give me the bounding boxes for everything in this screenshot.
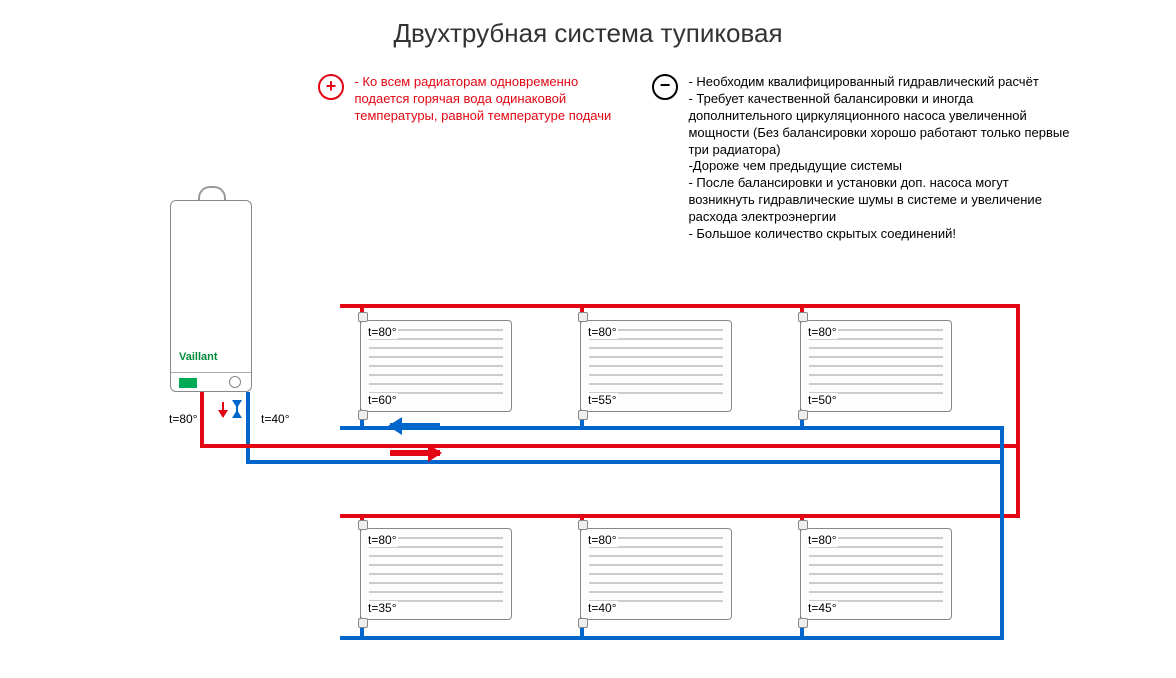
rad-temp-out: t=60°: [367, 393, 398, 407]
valve-icon: [578, 520, 588, 530]
pipe-hot: [1016, 444, 1020, 516]
minus-icon: −: [652, 74, 678, 100]
radiator: t=80° t=60°: [360, 320, 512, 412]
cons-line: - Большое количество скрытых соединений!: [688, 226, 1078, 243]
pros-block: + - Ко всем радиаторам одновременно пода…: [318, 74, 618, 125]
boiler-body: Vaillant: [170, 200, 252, 392]
radiator: t=80° t=40°: [580, 528, 732, 620]
boiler-panel: [171, 372, 251, 391]
rad-temp-out: t=50°: [807, 393, 838, 407]
return-flow-arrow-icon: [390, 423, 440, 429]
pipe-hot: [1016, 304, 1020, 448]
pipe-hot-top: [340, 304, 1020, 308]
rad-temp-in: t=80°: [587, 533, 618, 547]
radiator: t=80° t=45°: [800, 528, 952, 620]
cons-line: - Требует качественной балансировки и ин…: [688, 91, 1078, 159]
pipe-cold: [1000, 460, 1004, 638]
boiler-display: [179, 378, 197, 388]
pipe-cold-trunk: [246, 460, 1004, 464]
rad-temp-in: t=80°: [807, 325, 838, 339]
radiator: t=80° t=55°: [580, 320, 732, 412]
pipe-hot-trunk: [200, 444, 1020, 448]
supply-arrow-icon: [222, 402, 224, 416]
return-arrow-icon: [236, 402, 238, 416]
valve-icon: [358, 410, 368, 420]
valve-icon: [358, 520, 368, 530]
valve-icon: [798, 618, 808, 628]
radiator: t=80° t=50°: [800, 320, 952, 412]
valve-icon: [358, 618, 368, 628]
valve-icon: [798, 410, 808, 420]
rad-temp-out: t=35°: [367, 601, 398, 615]
boiler-knob: [229, 376, 241, 388]
valve-icon: [358, 312, 368, 322]
radiator: t=80° t=35°: [360, 528, 512, 620]
rad-temp-in: t=80°: [367, 533, 398, 547]
plus-icon: +: [318, 74, 344, 100]
valve-icon: [798, 312, 808, 322]
boiler-brand: Vaillant: [179, 351, 218, 363]
boiler-return-temp: t=40°: [260, 412, 291, 426]
valve-icon: [798, 520, 808, 530]
pipe-hot: [200, 392, 204, 444]
cons-line: - После балансировки и установки доп. на…: [688, 175, 1078, 226]
rad-temp-in: t=80°: [807, 533, 838, 547]
cons-text: - Необходим квалифицированный гидравличе…: [688, 74, 1078, 243]
cons-block: − - Необходим квалифицированный гидравли…: [652, 74, 1082, 243]
pipe-cold: [1000, 426, 1004, 464]
pipe-cold-bot: [340, 636, 1004, 640]
valve-icon: [578, 312, 588, 322]
pipe-hot-bot: [340, 514, 1020, 518]
rad-temp-out: t=40°: [587, 601, 618, 615]
rad-temp-out: t=55°: [587, 393, 618, 407]
supply-flow-arrow-icon: [390, 450, 440, 456]
rad-temp-in: t=80°: [587, 325, 618, 339]
rad-temp-out: t=45°: [807, 601, 838, 615]
page-title: Двухтрубная система тупиковая: [0, 18, 1176, 49]
valve-icon: [578, 410, 588, 420]
pros-text: - Ко всем радиаторам одновременно подает…: [354, 74, 614, 125]
boiler-supply-temp: t=80°: [168, 412, 199, 426]
rad-temp-in: t=80°: [367, 325, 398, 339]
cons-line: -Дороже чем предыдущие системы: [688, 158, 1078, 175]
pipe-cold: [246, 392, 250, 460]
cons-line: - Необходим квалифицированный гидравличе…: [688, 74, 1078, 91]
valve-icon: [578, 618, 588, 628]
boiler: Vaillant: [170, 200, 250, 400]
